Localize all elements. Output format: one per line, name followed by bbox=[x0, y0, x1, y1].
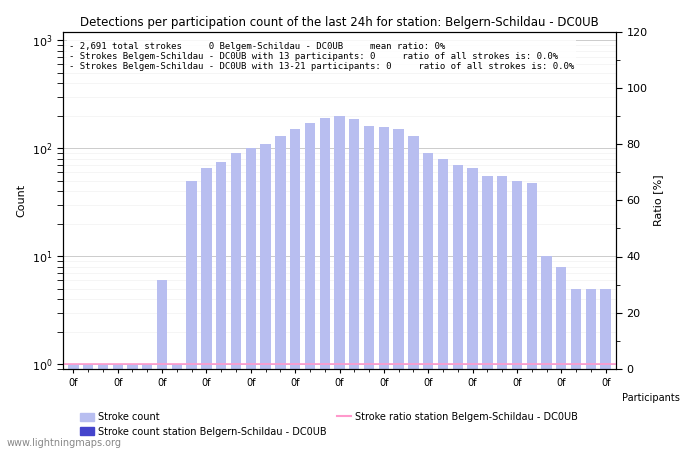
Bar bbox=[127, 364, 138, 450]
Text: - 2,691 total strokes     0 Belgem-Schildau - DC0UB     mean ratio: 0%
- Strokes: - 2,691 total strokes 0 Belgem-Schildau … bbox=[69, 42, 574, 72]
Bar bbox=[290, 129, 300, 450]
Bar bbox=[202, 168, 211, 450]
Bar bbox=[68, 364, 78, 450]
Bar bbox=[438, 158, 448, 450]
Bar bbox=[113, 364, 123, 450]
Bar bbox=[98, 364, 108, 450]
Bar bbox=[482, 176, 493, 450]
Legend: Stroke count, Stroke count station Belgern-Schildau - DC0UB, Stroke ratio statio: Stroke count, Stroke count station Belge… bbox=[76, 408, 582, 441]
Bar bbox=[83, 364, 93, 450]
Y-axis label: Count: Count bbox=[16, 184, 27, 217]
Y-axis label: Ratio [%]: Ratio [%] bbox=[653, 175, 663, 226]
Bar bbox=[260, 144, 271, 450]
Title: Detections per participation count of the last 24h for station: Belgern-Schildau: Detections per participation count of th… bbox=[80, 16, 599, 29]
Bar bbox=[541, 256, 552, 450]
Text: www.lightningmaps.org: www.lightningmaps.org bbox=[7, 438, 122, 448]
Bar bbox=[142, 364, 153, 450]
Bar bbox=[172, 364, 182, 450]
Bar bbox=[364, 126, 374, 450]
Bar bbox=[408, 136, 419, 450]
Bar bbox=[275, 136, 286, 450]
Bar bbox=[186, 180, 197, 450]
Bar bbox=[571, 288, 581, 450]
Bar bbox=[335, 116, 344, 450]
Bar bbox=[586, 288, 596, 450]
Bar bbox=[231, 153, 241, 450]
Bar bbox=[379, 127, 389, 450]
Bar bbox=[246, 148, 256, 450]
Bar bbox=[304, 123, 315, 450]
Text: Participants: Participants bbox=[622, 392, 680, 403]
Bar bbox=[423, 153, 433, 450]
Bar bbox=[157, 280, 167, 450]
Bar bbox=[349, 119, 360, 450]
Bar bbox=[216, 162, 226, 450]
Bar bbox=[468, 168, 477, 450]
Bar bbox=[556, 266, 566, 450]
Bar bbox=[393, 129, 404, 450]
Bar bbox=[497, 176, 508, 450]
Bar bbox=[601, 288, 611, 450]
Bar bbox=[319, 118, 330, 450]
Bar bbox=[512, 180, 522, 450]
Bar bbox=[526, 184, 537, 450]
Bar bbox=[453, 165, 463, 450]
